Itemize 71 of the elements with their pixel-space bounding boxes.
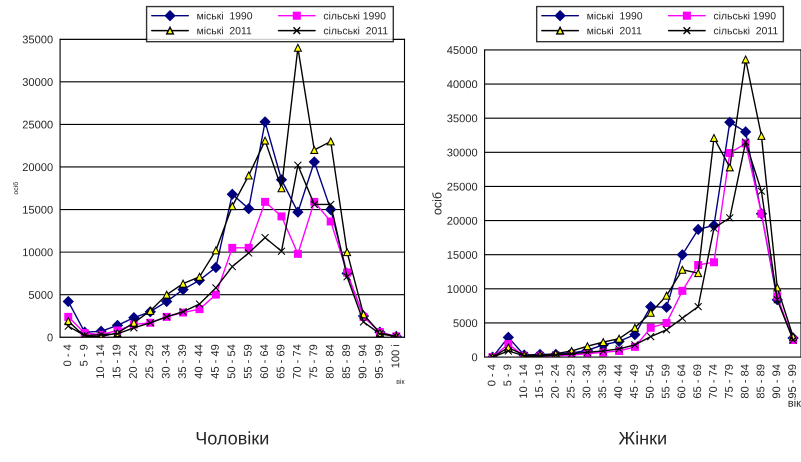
y-tick-label: 15000 bbox=[448, 250, 478, 259]
y-tick-label: 5000 bbox=[453, 319, 478, 328]
x-tick-label: 90 - 94 bbox=[358, 344, 366, 378]
y-tick-label: 35000 bbox=[22, 36, 53, 44]
x-tick-label: 50 - 54 bbox=[227, 344, 236, 378]
x-tick-label: 70 - 74 bbox=[293, 344, 301, 378]
x-tick-label: 40 - 44 bbox=[614, 364, 622, 398]
legend-label: сільські 2011 bbox=[714, 26, 778, 34]
y-tick-label: 20000 bbox=[447, 216, 478, 225]
y-tick-label: 5000 bbox=[28, 290, 53, 299]
legend-label: міські 2011 bbox=[587, 26, 642, 34]
y-axis-title: осіб bbox=[432, 192, 442, 215]
x-tick-label: 35 - 39 bbox=[178, 344, 186, 378]
x-tick-label: 85 - 89 bbox=[342, 344, 350, 378]
x-tick-label: 0 - 4 bbox=[63, 344, 72, 366]
x-tick-label: 35 - 39 bbox=[598, 364, 606, 398]
x-tick-label: 100 і bbox=[391, 344, 400, 368]
x-tick-label: 75 - 79 bbox=[724, 364, 733, 398]
x-tick-label: 30 - 34 bbox=[162, 344, 170, 378]
x-tick-label: 55 - 59 bbox=[662, 364, 670, 398]
x-tick-label: 45 - 49 bbox=[211, 344, 219, 379]
x-tick-label: 95 - 99 bbox=[788, 364, 796, 398]
legend-label: сільські 1990 bbox=[324, 12, 386, 20]
y-tick-label: 30000 bbox=[22, 78, 53, 86]
x-tick-label: 80 - 84 bbox=[740, 364, 749, 398]
y-tick-label: 30000 bbox=[447, 148, 478, 156]
x-tick-label: 10 - 14 bbox=[96, 344, 104, 378]
x-tick-label: 20 - 24 bbox=[128, 344, 137, 378]
x-tick-label: 65 - 69 bbox=[276, 344, 284, 378]
y-tick-label: 25000 bbox=[447, 182, 478, 191]
x-tick-label: 40 - 44 bbox=[194, 344, 202, 379]
y-tick-label: 0 bbox=[472, 353, 478, 362]
legend-label: сільські 1990 bbox=[714, 12, 776, 20]
x-tick-label: 50 - 54 bbox=[646, 364, 654, 398]
x-tick-label: 25 - 29 bbox=[145, 344, 154, 378]
text: Чоловіки bbox=[196, 431, 268, 445]
x-tick-label: 5 - 9 bbox=[503, 364, 512, 386]
y-tick-label: 10000 bbox=[448, 285, 478, 293]
legend-label: міські 1990 bbox=[587, 12, 642, 20]
y-tick-label: 35000 bbox=[447, 114, 478, 122]
y-tick-label: 15000 bbox=[23, 206, 53, 214]
x-tick-label: 5 - 9 bbox=[80, 344, 88, 366]
x-tick-label: 15 - 19 bbox=[112, 344, 120, 378]
x-tick-label: 15 - 19 bbox=[535, 364, 543, 398]
x-tick-label: 70 - 74 bbox=[709, 364, 717, 398]
x-tick-label: 0 - 4 bbox=[488, 364, 496, 386]
x-tick-label: 60 - 64 bbox=[260, 344, 268, 378]
x-tick-label: 25 - 29 bbox=[566, 364, 575, 398]
x-tick-label: 30 - 34 bbox=[582, 364, 590, 398]
y-tick-label: 45000 bbox=[447, 46, 478, 54]
x-tick-label: 20 - 24 bbox=[550, 364, 559, 398]
legend-label: міські 2011 bbox=[197, 26, 252, 34]
x-tick-label: 95 - 99 bbox=[375, 344, 383, 378]
x-tick-label: 10 - 14 bbox=[519, 364, 528, 398]
y-tick-label: 25000 bbox=[22, 120, 53, 129]
y-tick-label: 0 bbox=[47, 334, 53, 342]
y-tick-label: 40000 bbox=[447, 80, 478, 88]
x-tick-label: 85 - 89 bbox=[756, 364, 764, 398]
legend-label: міські 1990 bbox=[197, 12, 252, 20]
y-tick-label: 10000 bbox=[23, 248, 53, 256]
x-tick-label: 90 - 94 bbox=[772, 364, 780, 398]
legend-label: сільські 2011 bbox=[324, 26, 388, 34]
x-tick-label: 55 - 59 bbox=[244, 344, 252, 378]
y-tick-label: 20000 bbox=[22, 163, 53, 172]
x-tick-label: 60 - 64 bbox=[677, 364, 686, 398]
x-tick-label: 45 - 49 bbox=[630, 364, 638, 398]
x-tick-label: 65 - 69 bbox=[693, 364, 702, 398]
x-tick-label: 75 - 79 bbox=[309, 344, 318, 378]
x-axis-title: вік bbox=[788, 398, 801, 407]
x-tick-label: 80 - 84 bbox=[326, 344, 334, 378]
text: Жінки bbox=[618, 431, 666, 444]
